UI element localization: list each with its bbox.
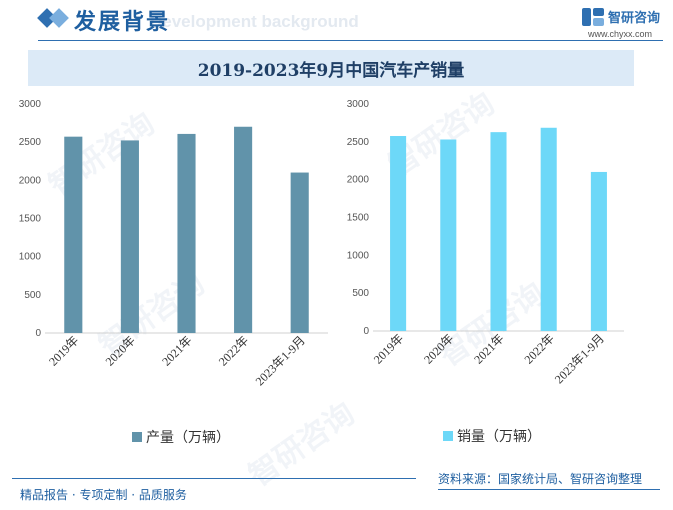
bar [64, 136, 83, 333]
section-title: 发展背景 [74, 10, 171, 35]
y-tick-label: 2500 [347, 137, 370, 148]
footer-divider [438, 489, 660, 490]
legend-sales: 销量（万辆） [443, 426, 541, 446]
bar [440, 139, 457, 331]
bar [390, 136, 407, 331]
x-tick-label: 2023年1-9月 [552, 331, 607, 386]
zhiyan-logo-icon [582, 8, 604, 26]
section-header: Development background 发展背景 智研咨询 www.chy… [0, 0, 673, 44]
y-tick-label: 1500 [347, 213, 370, 224]
header-divider [38, 40, 663, 41]
brand-url[interactable]: www.chyxx.com [588, 29, 653, 39]
diamond-icon [49, 8, 69, 28]
y-tick-label: 500 [24, 290, 41, 301]
bar [234, 126, 253, 333]
y-tick-label: 1000 [19, 252, 42, 263]
x-tick-label: 2022年 [216, 333, 251, 368]
legend-production: 产量（万辆） [132, 427, 230, 447]
x-tick-label: 2023年1-9月 [253, 333, 308, 388]
footer-slogan: 精品报告 · 专项定制 · 品质服务 [20, 488, 187, 502]
y-tick-label: 500 [352, 288, 369, 299]
x-tick-label: 2021年 [471, 331, 506, 366]
bar [490, 132, 507, 331]
source-note: 资料来源：国家统计局、智研咨询整理 [438, 472, 643, 486]
legend-swatch [132, 432, 142, 442]
bar-charts: 0 500 1000 1500 2000 2500 3000 2019年 2020年 2021年 2… [19, 99, 624, 388]
y-tick-label: 1500 [19, 214, 42, 225]
footer-divider [12, 478, 416, 479]
legend-label: 产量（万辆） [146, 430, 230, 446]
section-subtitle: Development background [150, 12, 359, 31]
x-tick-label: 2019年 [371, 331, 406, 366]
y-tick-label: 2500 [19, 137, 42, 148]
x-tick-label: 2020年 [421, 331, 456, 366]
bar [120, 140, 139, 333]
y-tick-label: 2000 [19, 175, 42, 186]
bar [290, 172, 309, 333]
x-tick-label: 2022年 [521, 331, 556, 366]
legend-label: 销量（万辆） [457, 429, 541, 445]
brand-name: 智研咨询 [608, 11, 661, 26]
y-tick-label: 0 [363, 326, 369, 337]
x-tick-label: 2020年 [103, 333, 138, 368]
y-tick-label: 2000 [347, 175, 370, 186]
bar [540, 127, 557, 331]
x-tick-label: 2019年 [46, 333, 81, 368]
y-tick-label: 3000 [19, 99, 42, 110]
x-tick-label: 2021年 [159, 333, 194, 368]
y-tick-label: 0 [35, 328, 41, 339]
y-tick-label: 1000 [347, 250, 370, 261]
brand[interactable]: 智研咨询 www.chyxx.com [582, 6, 672, 42]
legend-swatch [443, 431, 453, 441]
chart-title-band: 2019-2023年9月中国汽车产销量 [28, 50, 634, 86]
bar [590, 171, 607, 331]
bar [177, 133, 196, 333]
y-tick-label: 3000 [347, 99, 370, 110]
chart-title: 2019-2023年9月中国汽车产销量 [197, 61, 465, 81]
